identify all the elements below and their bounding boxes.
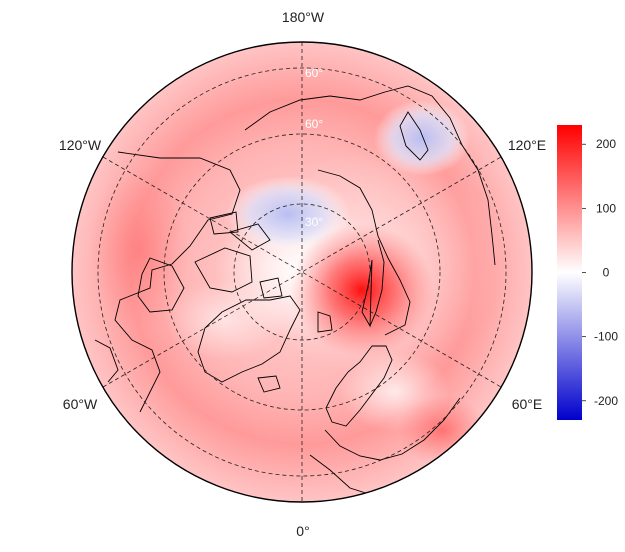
- colorbar-tick-label: 0: [603, 266, 610, 280]
- lon-label-lower-right: 60°E: [512, 396, 543, 412]
- lat-label-outer: 60°: [305, 66, 323, 80]
- coastlines: [94, 85, 496, 496]
- lon-label-top: 180°W: [282, 9, 325, 25]
- lon-label-upper-left: 120°W: [59, 137, 102, 153]
- map-boundary: [71, 41, 533, 503]
- lon-label-bottom: 0°: [296, 523, 309, 539]
- colorbar-tick-label: -100: [594, 330, 618, 344]
- colorbar-tick-label: -200: [594, 394, 618, 408]
- colorbar-ticks: 200 100 0 -100 -200: [582, 137, 618, 408]
- lat-label-middle: 60°: [305, 117, 323, 131]
- anomaly-field: [72, 42, 532, 502]
- colorbar-tick-label: 200: [596, 137, 616, 151]
- latitude-circle-30: [163, 133, 441, 411]
- kamchatka-low: [374, 100, 470, 176]
- lon-label-upper-right: 120°E: [508, 137, 546, 153]
- central-arctic-low: [226, 176, 350, 252]
- lat-label-inner: 30°: [305, 215, 323, 229]
- barents-kara-high: [290, 224, 434, 356]
- latitude-circle-0: [97, 67, 507, 477]
- graticule: [97, 42, 507, 502]
- latitude-circle-60: [233, 203, 371, 341]
- colorbar-tick-label: 100: [596, 201, 616, 215]
- colorbar: 200 100 0 -100 -200: [557, 125, 618, 420]
- lon-label-lower-left: 60°W: [63, 396, 98, 412]
- colorbar-gradient: [557, 125, 582, 420]
